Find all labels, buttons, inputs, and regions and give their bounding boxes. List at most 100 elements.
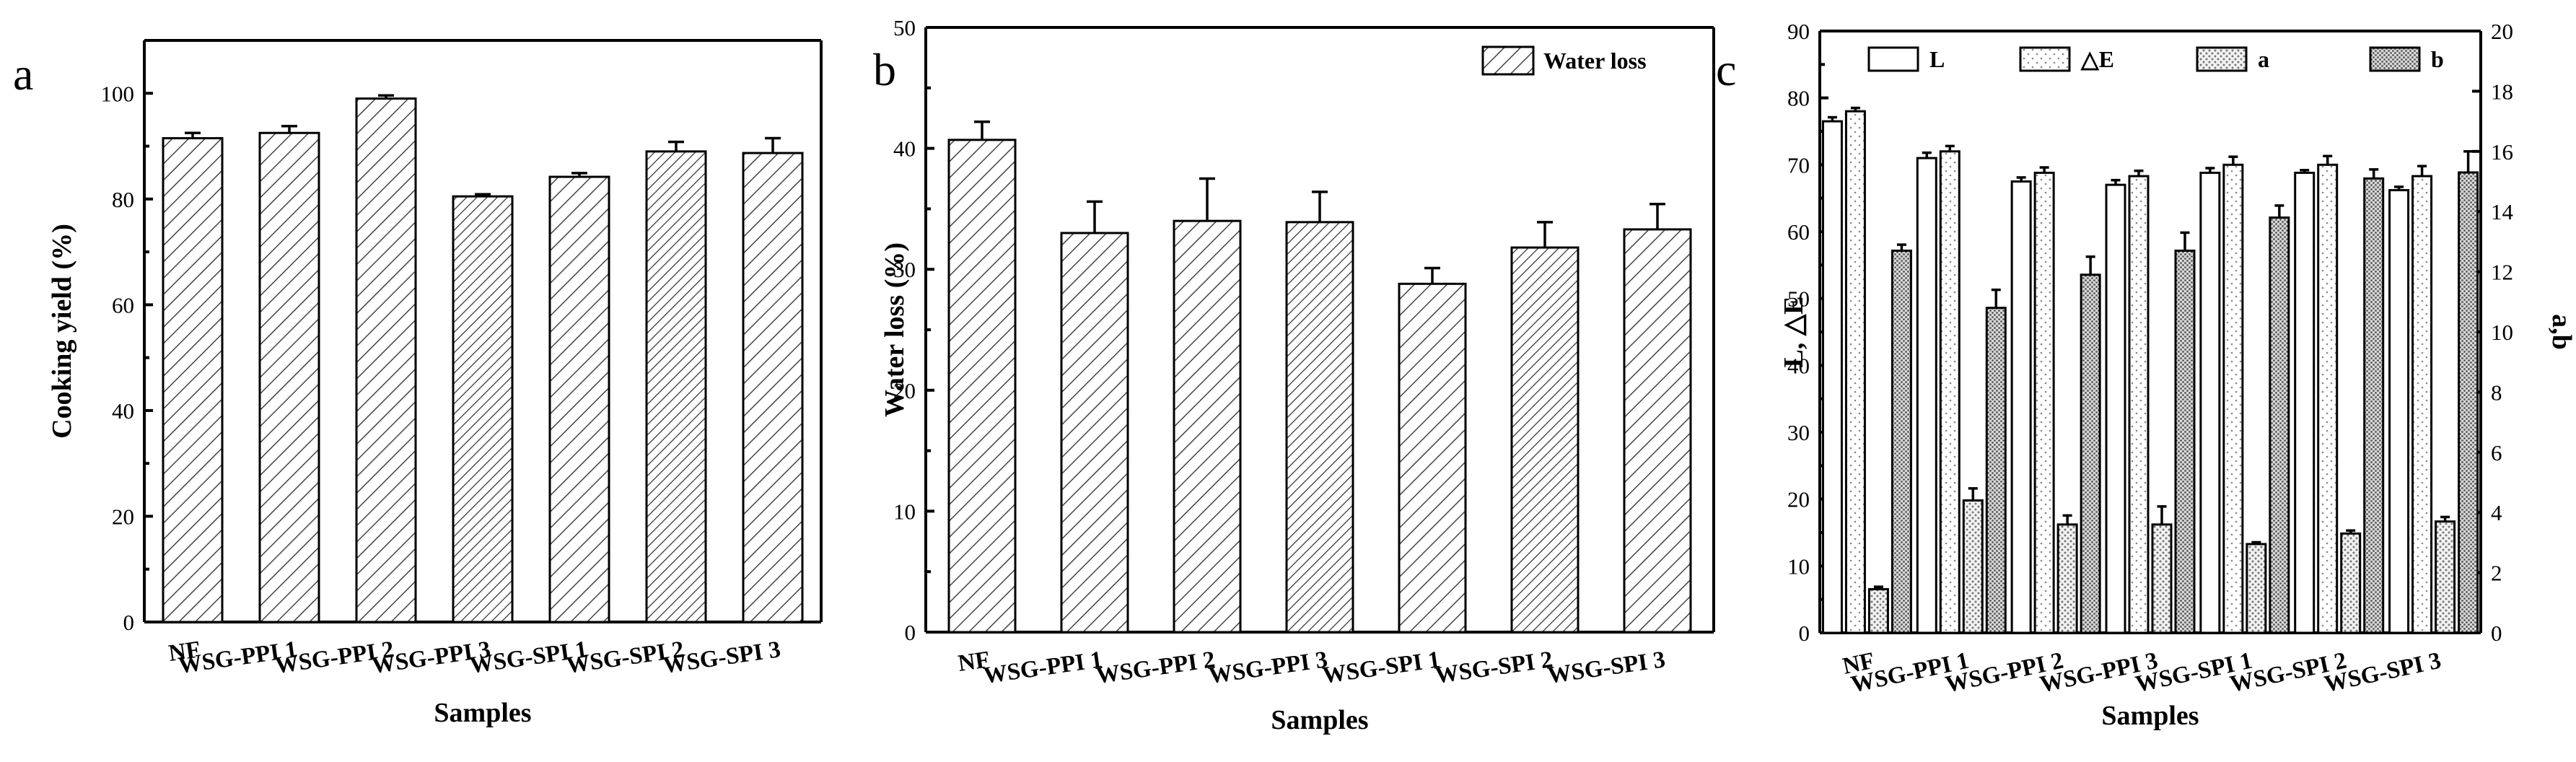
panel-a-letter: a	[13, 48, 33, 100]
panel-c-bar-b-2	[2080, 273, 2101, 634]
panel-b-category-label: WSG-SPI 2	[1434, 647, 1555, 688]
panel-a-bar-Cookingyield-4	[548, 175, 610, 623]
panel-c-bar-E-0	[1844, 110, 1866, 634]
panel-b-y-tick-label: 50	[893, 15, 916, 40]
panel-b-bar-Waterloss-2	[1173, 219, 1242, 634]
panel-c-bar-b-1	[1985, 307, 2007, 634]
panel-c-y2-axis-label: a,b	[2546, 314, 2576, 350]
panel-c-y-tick-label: 0	[1799, 621, 1810, 646]
panel-c-bar-a-0	[1867, 588, 1889, 634]
panel-b-bar-Waterloss-5	[1510, 246, 1580, 634]
panel-a-bar-Cookingyield-0	[162, 137, 224, 623]
panel-a-bar-Cookingyield-1	[258, 131, 320, 623]
panel-b-y-tick-label: 0	[905, 620, 916, 645]
panel-c-y-tick-label: 20	[1787, 487, 1810, 512]
panel-c-bar-a-5	[2340, 532, 2362, 634]
panel-c-bar-b-6	[2458, 171, 2479, 634]
panel-a-y-tick-label: 80	[112, 187, 134, 212]
panel-b-category-label: WSG-PPI 1	[982, 647, 1104, 689]
panel-b-y-tick-label: 30	[893, 257, 916, 282]
panel-c-bar-E-1	[1939, 150, 1961, 634]
panel-c-legend-label-2: a	[2258, 46, 2269, 72]
panel-b-category-label: WSG-SPI 1	[1321, 647, 1442, 688]
panel-c-bar-L-0	[1821, 120, 1843, 634]
panel-a-category-label: NF	[167, 636, 203, 667]
panel-c-bar-b-4	[2269, 216, 2290, 634]
panel-c-y2-tick-label: 14	[2491, 199, 2514, 224]
panel-c-bar-b-3	[2174, 249, 2196, 634]
panel-a-bar-Cookingyield-3	[452, 195, 514, 623]
panel-a-bar-Cookingyield-6	[742, 152, 804, 623]
panel-c-legend-swatch-0	[1867, 46, 1919, 72]
panel-a-x-axis-label: Samples	[434, 698, 531, 728]
panel-a-bar-Cookingyield-5	[645, 150, 707, 623]
panel-b-y-tick-label: 40	[893, 136, 916, 162]
panel-c-legend-label-3: b	[2431, 46, 2444, 72]
panel-c-y2-tick-label: 0	[2491, 621, 2502, 646]
panel-c-y-tick-label: 30	[1787, 420, 1810, 445]
panel-a-y-tick-label: 60	[112, 292, 134, 318]
panel-a-y-tick-label: 0	[123, 610, 135, 635]
panel-c-y-tick-label: 60	[1787, 219, 1810, 245]
panel-c-category-label: NF	[1841, 648, 1878, 680]
panel-c-y2-tick-label: 16	[2491, 139, 2513, 165]
panel-c-bar-L-5	[2294, 171, 2316, 634]
panel-c-y-tick-label: 50	[1787, 286, 1810, 312]
panel-c-y2-tick-label: 6	[2491, 440, 2502, 465]
panel-c-bar-L-3	[2105, 183, 2126, 634]
panel-c-bar-E-5	[2317, 163, 2339, 634]
panel-c-y-tick-label: 40	[1787, 353, 1810, 378]
panel-c-bar-E-3	[2128, 175, 2150, 634]
panel-b-bar-Waterloss-6	[1623, 228, 1692, 634]
panel-c-y-tick-label: 70	[1787, 152, 1810, 178]
panel-a-y-tick-label: 100	[101, 81, 135, 106]
panel-c-bar-E-4	[2222, 163, 2244, 634]
panel-c-y2-tick-label: 10	[2491, 320, 2513, 345]
panel-c-bar-a-6	[2435, 520, 2456, 634]
panel-b-bar-Waterloss-1	[1060, 232, 1129, 634]
panel-a-bar-Cookingyield-2	[355, 97, 417, 623]
panel-c-bar-b-0	[1891, 249, 1912, 634]
panel-c-y-tick-label: 80	[1787, 86, 1810, 111]
panel-c-bar-E-2	[2033, 171, 2055, 634]
panel-b-y-axis-label: Water loss (%)	[880, 242, 910, 417]
panel-c-y-axis-label: L, △E	[1779, 297, 1809, 368]
panel-c-bar-b-5	[2363, 177, 2385, 634]
panel-c-bar-L-2	[2010, 180, 2032, 634]
panel-b-category-label: WSG-PPI 2	[1095, 647, 1217, 689]
panel-b-legend-label: Water loss	[1543, 48, 1647, 74]
panel-c-legend-label-0: L	[1929, 46, 1945, 72]
panel-c-bar-a-2	[2056, 523, 2078, 634]
panel-b-bar-Waterloss-4	[1398, 282, 1467, 634]
panel-c-y2-tick-label: 4	[2491, 500, 2502, 525]
panel-c-legend-label-1: △E	[2080, 46, 2114, 72]
panel-b-category-label: WSG-PPI 3	[1207, 647, 1329, 689]
panel-b-y-tick-label: 10	[893, 499, 916, 524]
panel-a-y-tick-label: 40	[112, 398, 134, 424]
panel-c-legend-swatch-2	[2196, 46, 2248, 72]
panel-c-y2-tick-label: 20	[2491, 19, 2513, 44]
panel-a-y-tick-label: 20	[112, 504, 134, 529]
panel-c-y-tick-label: 90	[1787, 19, 1810, 44]
panel-c-letter: c	[1716, 44, 1736, 95]
panel-b-bar-Waterloss-3	[1285, 221, 1354, 634]
panel-c-bar-E-6	[2411, 175, 2433, 634]
panel-b-legend-swatch	[1481, 45, 1535, 76]
panel-a-y-axis-label: Cooking yield (%)	[47, 224, 77, 439]
panel-c-bar-a-4	[2246, 543, 2267, 634]
panel-c-y2-tick-label: 12	[2491, 260, 2513, 285]
panel-c-legend-swatch-3	[2369, 46, 2421, 72]
panel-b-y-tick-label: 20	[893, 378, 916, 403]
panel-c-y2-tick-label: 8	[2491, 380, 2502, 405]
panel-b-bar-Waterloss-0	[947, 139, 1017, 634]
panel-c-x-axis-label: Samples	[2101, 701, 2199, 731]
panel-b-x-axis-label: Samples	[1271, 705, 1368, 735]
panel-c-y2-tick-label: 2	[2491, 561, 2502, 586]
panel-c-bar-a-1	[1962, 499, 1984, 634]
panel-c-bar-a-3	[2151, 523, 2173, 634]
panel-c-y2-tick-label: 18	[2491, 79, 2513, 104]
panel-b-category-label: WSG-SPI 3	[1546, 647, 1668, 688]
panel-c-bar-L-1	[1916, 157, 1937, 634]
panel-c-y-tick-label: 10	[1787, 553, 1810, 579]
